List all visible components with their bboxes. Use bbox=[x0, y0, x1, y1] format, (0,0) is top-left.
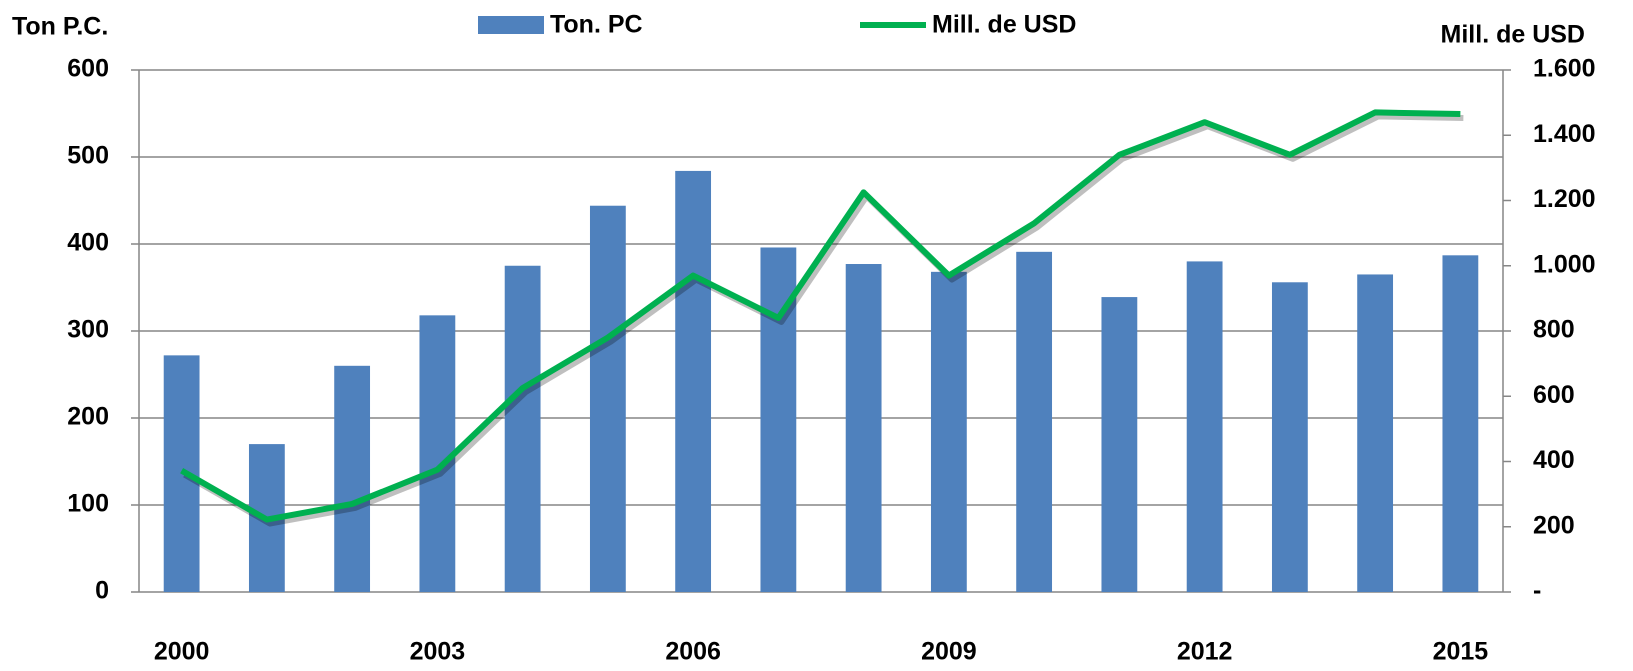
bar bbox=[504, 265, 541, 592]
y-tick-label: 600 bbox=[67, 55, 109, 83]
bar bbox=[1271, 282, 1308, 592]
bar bbox=[1016, 251, 1053, 592]
y2-tick-label: 600 bbox=[1533, 381, 1575, 409]
x-tick-label: 2009 bbox=[921, 638, 977, 666]
y-tick-label: 100 bbox=[67, 490, 109, 518]
bar bbox=[1186, 261, 1223, 592]
bar bbox=[675, 170, 712, 593]
y2-axis-title: Mill. de USD bbox=[1441, 21, 1585, 49]
y-tick-label: 300 bbox=[67, 316, 109, 344]
x-tick-label: 2003 bbox=[410, 638, 466, 666]
legend-label: Mill. de USD bbox=[932, 11, 1076, 39]
bar bbox=[589, 205, 626, 592]
y-axis-title: Ton P.C. bbox=[12, 13, 108, 41]
y-tick-label: 0 bbox=[95, 577, 109, 605]
x-tick-label: 2012 bbox=[1177, 638, 1233, 666]
line bbox=[180, 109, 1461, 523]
line-shadow bbox=[183, 113, 1464, 527]
x-tick-label: 2006 bbox=[665, 638, 721, 666]
y2-tick-label: 400 bbox=[1533, 446, 1575, 474]
y-tick-label: 200 bbox=[67, 403, 109, 431]
bar bbox=[1357, 274, 1394, 592]
x-tick-label: 2000 bbox=[154, 638, 210, 666]
bar bbox=[1442, 255, 1479, 592]
y-tick-label: 400 bbox=[67, 229, 109, 257]
bar bbox=[1101, 297, 1138, 592]
y2-tick-label: 200 bbox=[1533, 511, 1575, 539]
bar bbox=[845, 264, 882, 592]
y2-tick-label: 1.600 bbox=[1533, 55, 1596, 83]
legend-label: Ton. PC bbox=[550, 11, 643, 39]
x-tick-label: 2015 bbox=[1433, 638, 1489, 666]
y-tick-label: 500 bbox=[67, 142, 109, 170]
y2-tick-label: - bbox=[1533, 577, 1541, 605]
y2-tick-label: 1.200 bbox=[1533, 185, 1596, 213]
y2-tick-label: 1.400 bbox=[1533, 120, 1596, 148]
bar bbox=[419, 315, 456, 592]
bar bbox=[930, 271, 967, 592]
y2-tick-label: 1.000 bbox=[1533, 250, 1596, 278]
bar bbox=[334, 365, 371, 592]
y2-tick-label: 800 bbox=[1533, 316, 1575, 344]
legend-swatch bbox=[478, 16, 544, 34]
